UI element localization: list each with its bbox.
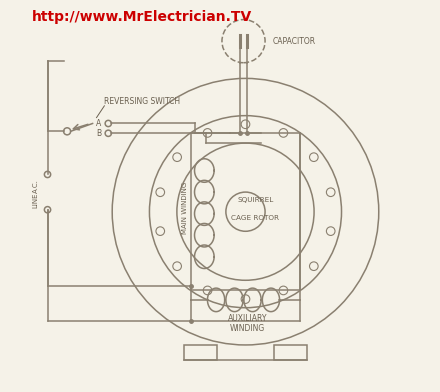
Text: SQUIRREL: SQUIRREL: [237, 197, 273, 203]
Text: A.C.: A.C.: [33, 179, 39, 193]
Text: CAGE ROTOR: CAGE ROTOR: [231, 214, 279, 221]
Text: http://www.MrElectrician.TV: http://www.MrElectrician.TV: [32, 10, 252, 24]
Text: AUXILIARY: AUXILIARY: [227, 314, 267, 323]
Text: CAPACITOR: CAPACITOR: [273, 37, 316, 45]
Text: A: A: [96, 119, 101, 128]
Bar: [274, 345, 307, 360]
Text: LINE: LINE: [33, 192, 39, 208]
Text: B: B: [96, 129, 101, 138]
Text: REVERSING SWITCH: REVERSING SWITCH: [104, 97, 180, 106]
Bar: [184, 345, 217, 360]
Bar: [191, 133, 301, 290]
Text: MAIN WINDING: MAIN WINDING: [182, 181, 188, 234]
Text: WINDING: WINDING: [230, 324, 265, 332]
